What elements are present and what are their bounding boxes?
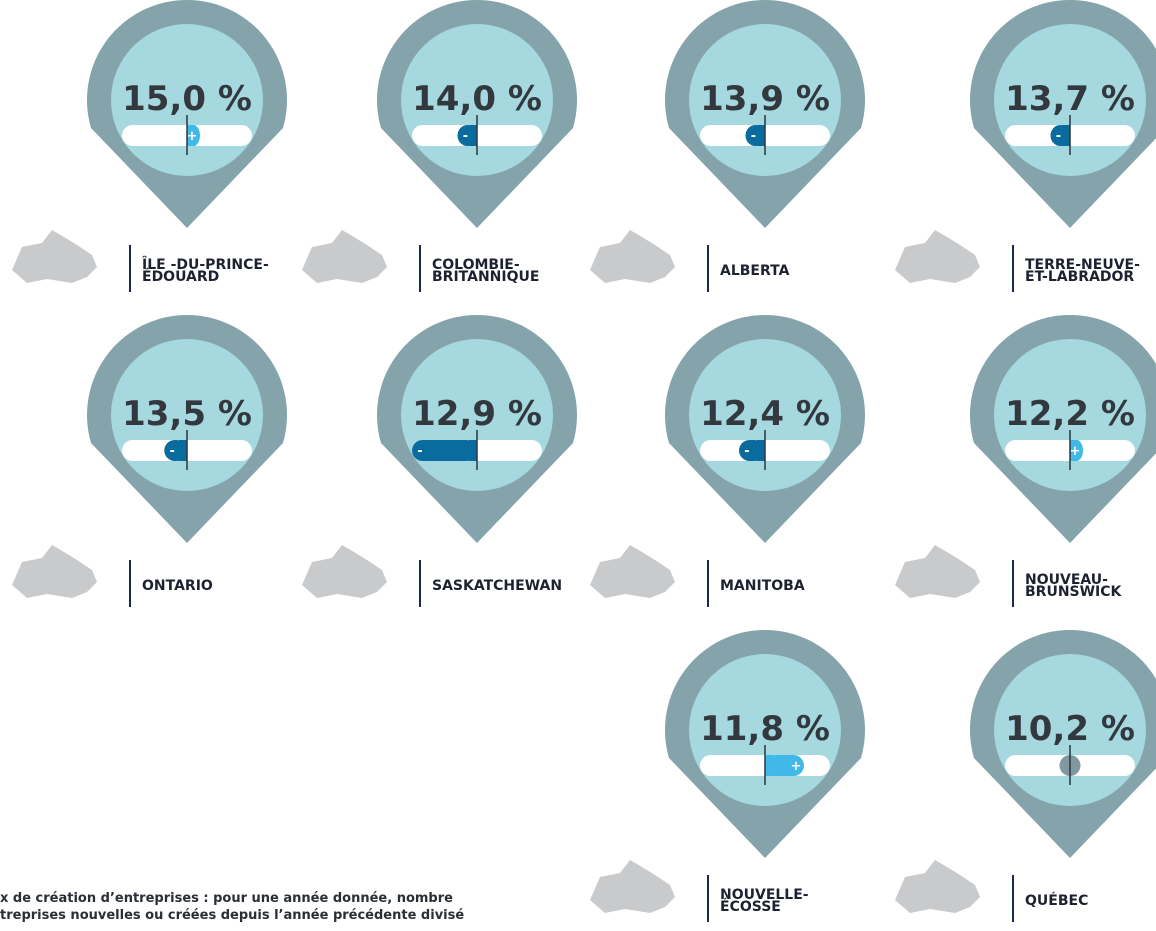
trend-sign: + <box>187 129 198 144</box>
province-card: 10,2 % QUÉBEC <box>895 630 1156 922</box>
trend-sign: - <box>417 444 422 459</box>
province-card: 12,9 % - SASKATCHEWAN <box>302 314 577 607</box>
rate: 12,2 % <box>1005 394 1135 434</box>
province-name: QUÉBEC <box>1025 892 1088 909</box>
rate: 13,7 % <box>1005 79 1135 119</box>
map <box>895 230 980 283</box>
trend-bar-edge <box>469 125 477 146</box>
trend-bar-edge <box>1062 125 1070 146</box>
trend-sign: - <box>170 444 175 459</box>
trend-bar-edge <box>757 125 765 146</box>
rate: 10,2 % <box>1005 709 1135 749</box>
map <box>590 545 675 598</box>
province-name: SASKATCHEWAN <box>432 578 562 594</box>
province-name: NOUVEAU- <box>1025 572 1108 588</box>
trend-bar-edge <box>757 440 765 461</box>
trend-sign: - <box>463 129 468 144</box>
province-name: TERRE-NEUVE- <box>1025 257 1140 273</box>
trend-bar <box>412 440 477 461</box>
map <box>12 545 97 598</box>
trend-bar-edge <box>179 440 187 461</box>
footnote: x de création d’entreprises : pour une a… <box>0 891 453 906</box>
trend-sign: - <box>751 129 756 144</box>
province-name: ÉDOUARD <box>142 268 219 285</box>
province-card: 13,9 % - ALBERTA <box>590 0 865 292</box>
rate: 14,0 % <box>412 79 542 119</box>
province-name: MANITOBA <box>720 578 805 594</box>
province-name: ONTARIO <box>142 578 213 594</box>
province-card: 15,0 % + ÎLE -DU-PRINCE-ÉDOUARD <box>12 0 287 292</box>
map <box>895 860 980 913</box>
province-card: 13,7 % - TERRE-NEUVE-ET-LABRADOR <box>895 0 1156 292</box>
rate: 12,9 % <box>412 394 542 434</box>
province-name: BRITANNIQUE <box>432 269 539 285</box>
rate: 13,5 % <box>122 394 252 434</box>
trend-bar-edge <box>187 125 195 146</box>
rate: 15,0 % <box>122 79 252 119</box>
trend-sign: + <box>791 759 802 774</box>
map <box>302 545 387 598</box>
province-card: 12,2 % + NOUVEAU-BRUNSWICK <box>895 315 1156 607</box>
province-name: ET-LABRADOR <box>1025 269 1134 285</box>
rate: 11,8 % <box>700 709 830 749</box>
trend-sign: + <box>1070 444 1081 459</box>
province-card: 11,8 % + NOUVELLE-ÉCOSSE <box>590 629 866 922</box>
trend-bar-edge <box>1070 440 1078 461</box>
province-name: NOUVELLE- <box>720 887 809 903</box>
footnote: treprises nouvelles ou créées depuis l’a… <box>0 908 464 923</box>
map <box>895 545 980 598</box>
province-name: COLOMBIE- <box>432 257 520 273</box>
province-name: ÎLE -DU-PRINCE- <box>142 256 269 273</box>
trend-bar-edge <box>765 755 773 776</box>
rate: 13,9 % <box>700 79 830 119</box>
map <box>12 230 97 283</box>
map <box>590 230 675 283</box>
trend-bar-edge <box>469 440 477 461</box>
trend-sign: - <box>744 444 749 459</box>
map <box>302 230 387 283</box>
trend-bar <box>765 755 804 776</box>
province-name: ÉCOSSE <box>720 898 781 915</box>
rate: 12,4 % <box>700 394 830 434</box>
map <box>590 860 675 913</box>
province-card: 14,0 % - COLOMBIE-BRITANNIQUE <box>302 0 577 292</box>
province-name: BRUNSWICK <box>1025 584 1123 600</box>
trend-sign: - <box>1056 129 1061 144</box>
province-card: 12,4 % - MANITOBA <box>590 314 866 607</box>
province-card: 13,5 % - ONTARIO <box>12 315 287 607</box>
province-name: ALBERTA <box>720 263 790 279</box>
